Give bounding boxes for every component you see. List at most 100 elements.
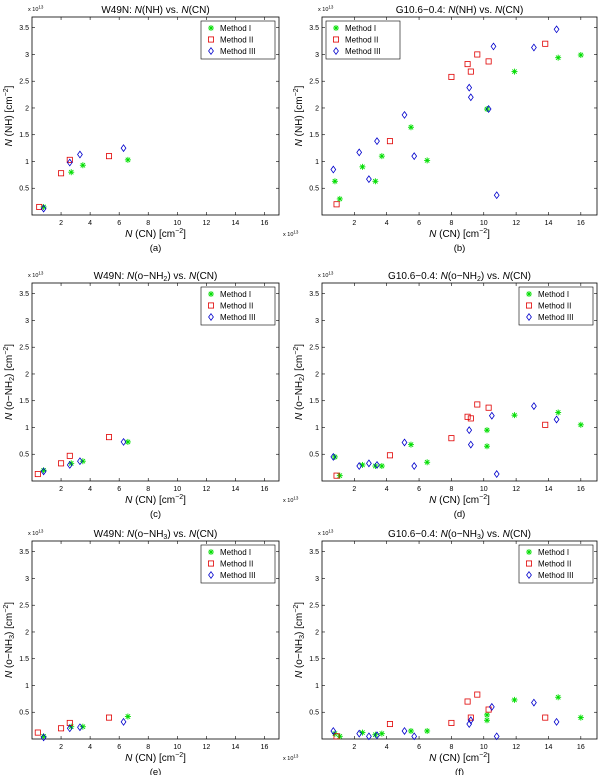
- y-tick-label: 3.5: [19, 549, 29, 556]
- series-method-iii: [40, 717, 127, 742]
- data-point: [386, 452, 393, 459]
- panel-caption: (b): [454, 243, 466, 254]
- data-point: [542, 40, 549, 47]
- legend-label: Method I: [345, 24, 376, 33]
- x-tick-label: 2: [59, 220, 63, 227]
- x-axis-label: N (CN) [cm−2]: [125, 494, 186, 506]
- x-tick-label: 4: [385, 486, 389, 493]
- data-point: [485, 58, 492, 65]
- legend-label: Method II: [345, 36, 378, 45]
- data-point: [366, 175, 372, 184]
- data-point: [542, 714, 549, 721]
- x-tick-label: 10: [480, 220, 488, 227]
- data-point: [474, 51, 481, 58]
- data-point: [331, 178, 338, 185]
- legend-label: Method II: [538, 560, 571, 569]
- y-tick-label: 3.5: [19, 25, 29, 32]
- y-scale-factor: x 1013: [318, 5, 334, 14]
- data-point: [511, 696, 518, 703]
- x-tick-label: 10: [173, 744, 181, 751]
- series-method-i: [331, 409, 584, 479]
- marker-stroke: [379, 463, 385, 469]
- legend-label: Method II: [538, 302, 571, 311]
- chart-title: G10.6−0.4: N(o−NH2) vs. N(CN): [388, 271, 531, 283]
- legend: Method I Method II Method III: [200, 544, 276, 584]
- data-point: [484, 427, 490, 434]
- y-axis-label: N (o−NH2) [cm−2]: [293, 344, 306, 420]
- marker-stroke: [512, 412, 517, 418]
- data-point: [106, 714, 113, 721]
- marker-stroke: [208, 25, 214, 31]
- legend-marker: [208, 313, 214, 321]
- marker-stroke: [484, 106, 490, 112]
- legend: Method I Method II Method III: [200, 20, 276, 60]
- legend-label: Method II: [220, 36, 253, 45]
- y-scale-factor: x 1013: [318, 529, 334, 538]
- marker-stroke: [408, 442, 414, 448]
- data-point: [66, 158, 73, 167]
- data-point: [401, 438, 408, 447]
- marker-stroke: [578, 422, 584, 428]
- marker-stroke: [337, 733, 343, 739]
- marker-stroke: [68, 169, 74, 175]
- y-tick-label: 2.5: [19, 79, 29, 86]
- x-tick-label: 4: [385, 220, 389, 227]
- legend-marker: [207, 302, 214, 309]
- x-tick-label: 6: [417, 220, 421, 227]
- data-point: [124, 713, 131, 720]
- y-tick-label: 1: [25, 159, 29, 166]
- data-point: [36, 203, 43, 210]
- data-point: [542, 421, 549, 428]
- legend-marker: [208, 571, 214, 579]
- x-tick-label: 6: [117, 486, 121, 493]
- legend: Method I Method II Method III: [518, 286, 594, 326]
- legend-marker: [208, 291, 214, 297]
- chart-title: G10.6−0.4: N(o−NH3) vs. N(CN): [388, 529, 531, 541]
- panel-caption: (e): [150, 767, 162, 775]
- data-point: [333, 733, 340, 740]
- marker-stroke: [41, 733, 47, 739]
- data-point: [386, 138, 393, 145]
- panel-caption: (a): [150, 243, 162, 254]
- x-axis-label: N (CN) [cm−2]: [125, 228, 186, 240]
- data-point: [40, 467, 47, 476]
- data-point: [485, 404, 492, 411]
- panel-caption: (c): [150, 509, 161, 520]
- legend-label: Method II: [220, 302, 253, 311]
- chart-panel-c: 2 4 6 8 10 12 14 16 0.5 1 1.5 2 2.5 3 3.5 x 1013 x 1013 W…: [3, 271, 299, 521]
- data-point: [577, 421, 584, 428]
- chart-title: W49N: N(o−NH2) vs. N(CN): [94, 271, 218, 283]
- legend-label: Method III: [538, 571, 574, 580]
- series-method-i: [331, 51, 584, 202]
- chart-title: W49N: N(NH) vs. N(CN): [101, 5, 209, 16]
- data-point: [336, 472, 343, 479]
- marker-stroke: [555, 410, 561, 415]
- data-point: [466, 426, 473, 435]
- data-point: [493, 732, 500, 741]
- marker-stroke: [332, 178, 338, 184]
- x-tick-label: 16: [577, 486, 585, 493]
- data-point: [58, 170, 65, 177]
- series-method-iii: [40, 144, 127, 213]
- y-axis-label: N (NH) [cm−2]: [293, 85, 305, 146]
- y-tick-label: 3: [315, 318, 319, 325]
- x-axis-label: N (CN) [cm−2]: [125, 752, 186, 764]
- data-point: [77, 723, 83, 732]
- x-axis-label: N (CN) [cm−2]: [429, 494, 490, 506]
- x-tick-label: 10: [173, 486, 181, 493]
- x-axis-label: N (CN) [cm−2]: [429, 752, 490, 764]
- data-point: [467, 93, 474, 102]
- marker-stroke: [555, 55, 561, 61]
- y-tick-label: 0.5: [19, 186, 29, 193]
- x-tick-label: 16: [577, 744, 585, 751]
- x-tick-label: 14: [545, 486, 553, 493]
- legend-marker: [526, 291, 532, 297]
- y-scale-factor: x 1013: [28, 5, 44, 14]
- x-tick-label: 8: [146, 486, 150, 493]
- data-point: [356, 462, 363, 471]
- marker-stroke: [484, 717, 490, 723]
- y-tick-label: 3: [25, 52, 29, 59]
- x-tick-label: 12: [512, 486, 520, 493]
- chart-title: W49N: N(o−NH3) vs. N(CN): [94, 529, 218, 541]
